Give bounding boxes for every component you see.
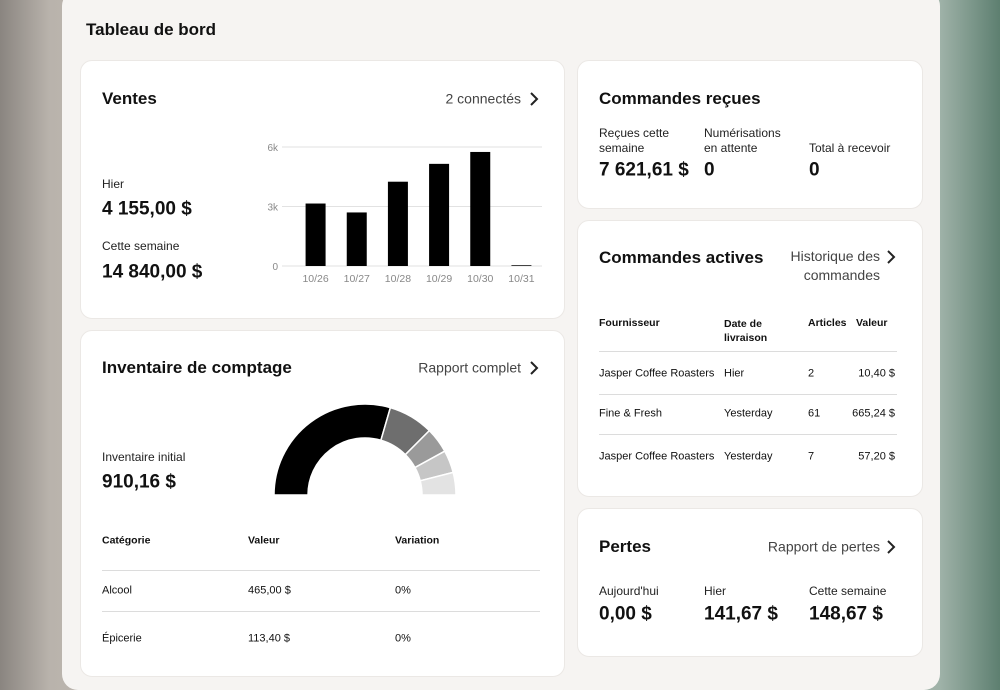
stat-value: 7 621,61 $ [599,159,689,181]
table-header: Date de livraison [724,318,768,344]
x-tick-label: 10/30 [467,273,493,285]
table-cell: 0% [395,632,411,645]
received-orders-card [577,60,923,209]
stat-label: Aujourd'hui [599,583,659,598]
table-cell: 465,00 $ [248,584,291,597]
card-link[interactable]: Historique des commandes [790,248,881,283]
y-tick-label: 0 [272,262,278,273]
table-rule [102,611,540,612]
stat-label: Inventaire initial [102,449,186,464]
table-cell: 57,20 $ [858,450,895,463]
stat-label: Numérisations en attente [704,126,781,155]
table-cell: Jasper Coffee Roasters [599,450,715,463]
inventory-card [80,330,565,677]
table-cell: 113,40 $ [248,632,291,645]
table-header: Valeur [856,317,888,329]
table-header: Catégorie [102,534,151,547]
table-cell: Yesterday [724,407,773,420]
table-cell: Épicerie [102,632,142,645]
losses-card [577,508,923,657]
bar [387,181,408,266]
stat-value: 14 840,00 $ [102,261,203,283]
card-title: Commandes reçues [599,88,761,108]
active-orders-card [577,220,923,497]
table-header: Valeur [248,534,280,547]
card-link[interactable]: 2 connectés [445,90,522,107]
table-cell: 7 [808,450,815,463]
stat-value: 0 [704,159,715,181]
stat-label: Cette semaine [102,238,180,253]
bar [346,212,367,266]
bar [470,151,491,266]
stat-label: Hier [102,176,125,191]
y-tick-label: 3k [267,203,279,214]
stat-label: Total à recevoir [809,141,891,155]
stat-label: Hier [704,583,727,598]
table-cell: Alcool [102,584,132,597]
table-cell: 665,24 $ [852,407,895,420]
stat-label: Cette semaine [809,583,887,598]
y-tick-label: 6k [267,143,279,154]
card-title: Pertes [599,536,651,556]
stat-value: 148,67 $ [809,603,883,625]
x-tick-label: 10/29 [426,273,452,285]
card-title: Inventaire de comptage [102,357,292,377]
x-tick-label: 10/27 [344,273,370,285]
inventory-gauge [273,403,457,496]
card-title: Ventes [102,88,157,108]
sales-chart: 0 3k 6k 10/26 10/27 10/28 10/29 10/30 10/31 [267,143,542,285]
table-cell: Hier [724,367,745,380]
table-cell: 10,40 $ [858,367,895,380]
stat-value: 141,67 $ [704,603,778,625]
stat-value: 0,00 $ [599,603,652,625]
gauge-segment [273,403,392,496]
card-link[interactable]: Rapport complet [418,359,521,376]
x-tick-label: 10/28 [385,273,411,285]
x-tick-label: 10/31 [508,273,534,285]
table-cell: Yesterday [724,450,773,463]
table-rule [599,394,897,395]
x-tick-label: 10/26 [302,273,328,285]
stat-value: 4 155,00 $ [102,198,192,220]
table-cell: 2 [808,367,815,380]
stat-label: Reçues cette semaine [599,126,670,155]
table-rule [599,434,897,435]
card-title: Commandes actives [599,247,764,267]
bar [429,163,450,266]
table-cell: Fine & Fresh [599,407,662,420]
table-header: Variation [395,534,440,547]
stat-value: 910,16 $ [102,471,176,493]
chevron[interactable] [529,361,539,375]
table-cell: 0% [395,584,411,597]
bar [305,203,326,266]
chevron[interactable] [886,250,896,264]
chevron[interactable] [886,540,896,554]
table-cell: 61 [808,407,821,420]
table-rule [102,570,540,571]
table-header: Fournisseur [599,317,660,329]
table-header: Articles [808,317,847,329]
table-cell: Jasper Coffee Roasters [599,367,715,380]
page-title: Tableau de bord [86,19,217,39]
card-link[interactable]: Rapport de pertes [767,538,880,555]
table-rule [599,351,897,352]
stat-value: 0 [809,159,820,181]
chevron[interactable] [529,92,539,106]
gauge-segment [419,471,457,496]
